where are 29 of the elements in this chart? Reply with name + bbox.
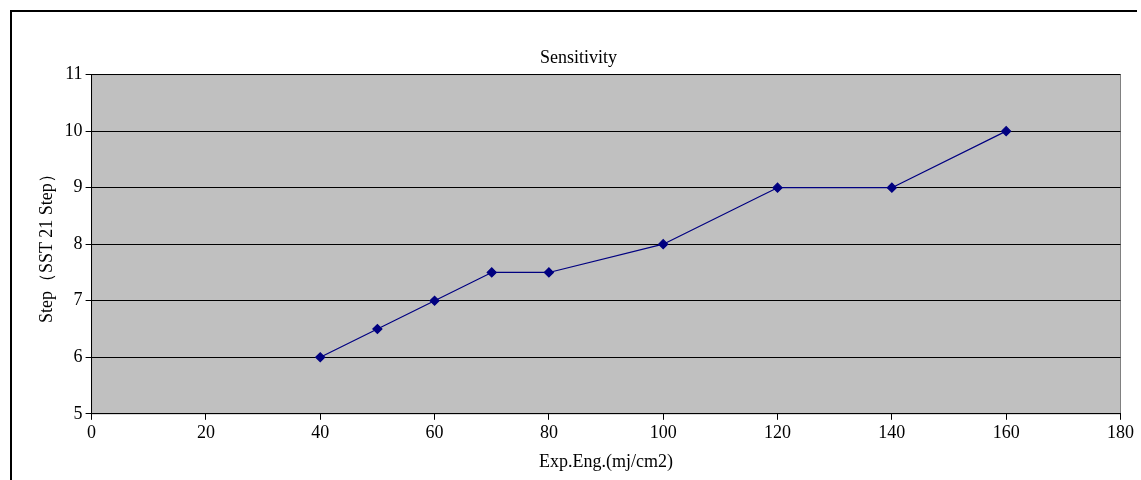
chart-title: Sensitivity <box>539 46 618 67</box>
x-tick-label: 20 <box>196 422 215 443</box>
point <box>429 295 440 306</box>
point <box>543 267 554 278</box>
y-tick-label: 7 <box>73 289 83 310</box>
y-tick-label: 8 <box>73 232 83 253</box>
x-tick-label: 80 <box>539 422 558 443</box>
point <box>315 352 326 363</box>
y-tick-label: 11 <box>65 63 83 84</box>
x-tick-label: 0 <box>87 422 97 443</box>
y-tick-label: 6 <box>73 346 83 366</box>
y-tick-label: 5 <box>73 402 83 423</box>
x-tick-label: 180 <box>1107 422 1134 443</box>
point <box>372 323 383 335</box>
x-tick-label: 100 <box>649 422 677 443</box>
point <box>486 267 497 278</box>
x-tick-label: 140 <box>878 422 906 443</box>
x-tick-label: 60 <box>425 422 444 443</box>
x-axis-title: Exp.Eng.(mj/cm2) <box>539 450 674 472</box>
point <box>886 182 897 193</box>
point <box>1001 126 1012 137</box>
x-tick-label: 120 <box>764 422 792 443</box>
x-tick-label: 40 <box>311 422 330 443</box>
y-tick-label: 9 <box>73 176 83 197</box>
y-axis-title: Step（SST 21 Step） <box>35 165 56 324</box>
y-tick-label: 10 <box>64 119 83 140</box>
x-tick-label: 160 <box>992 422 1020 443</box>
point <box>772 182 783 193</box>
point <box>658 239 669 250</box>
